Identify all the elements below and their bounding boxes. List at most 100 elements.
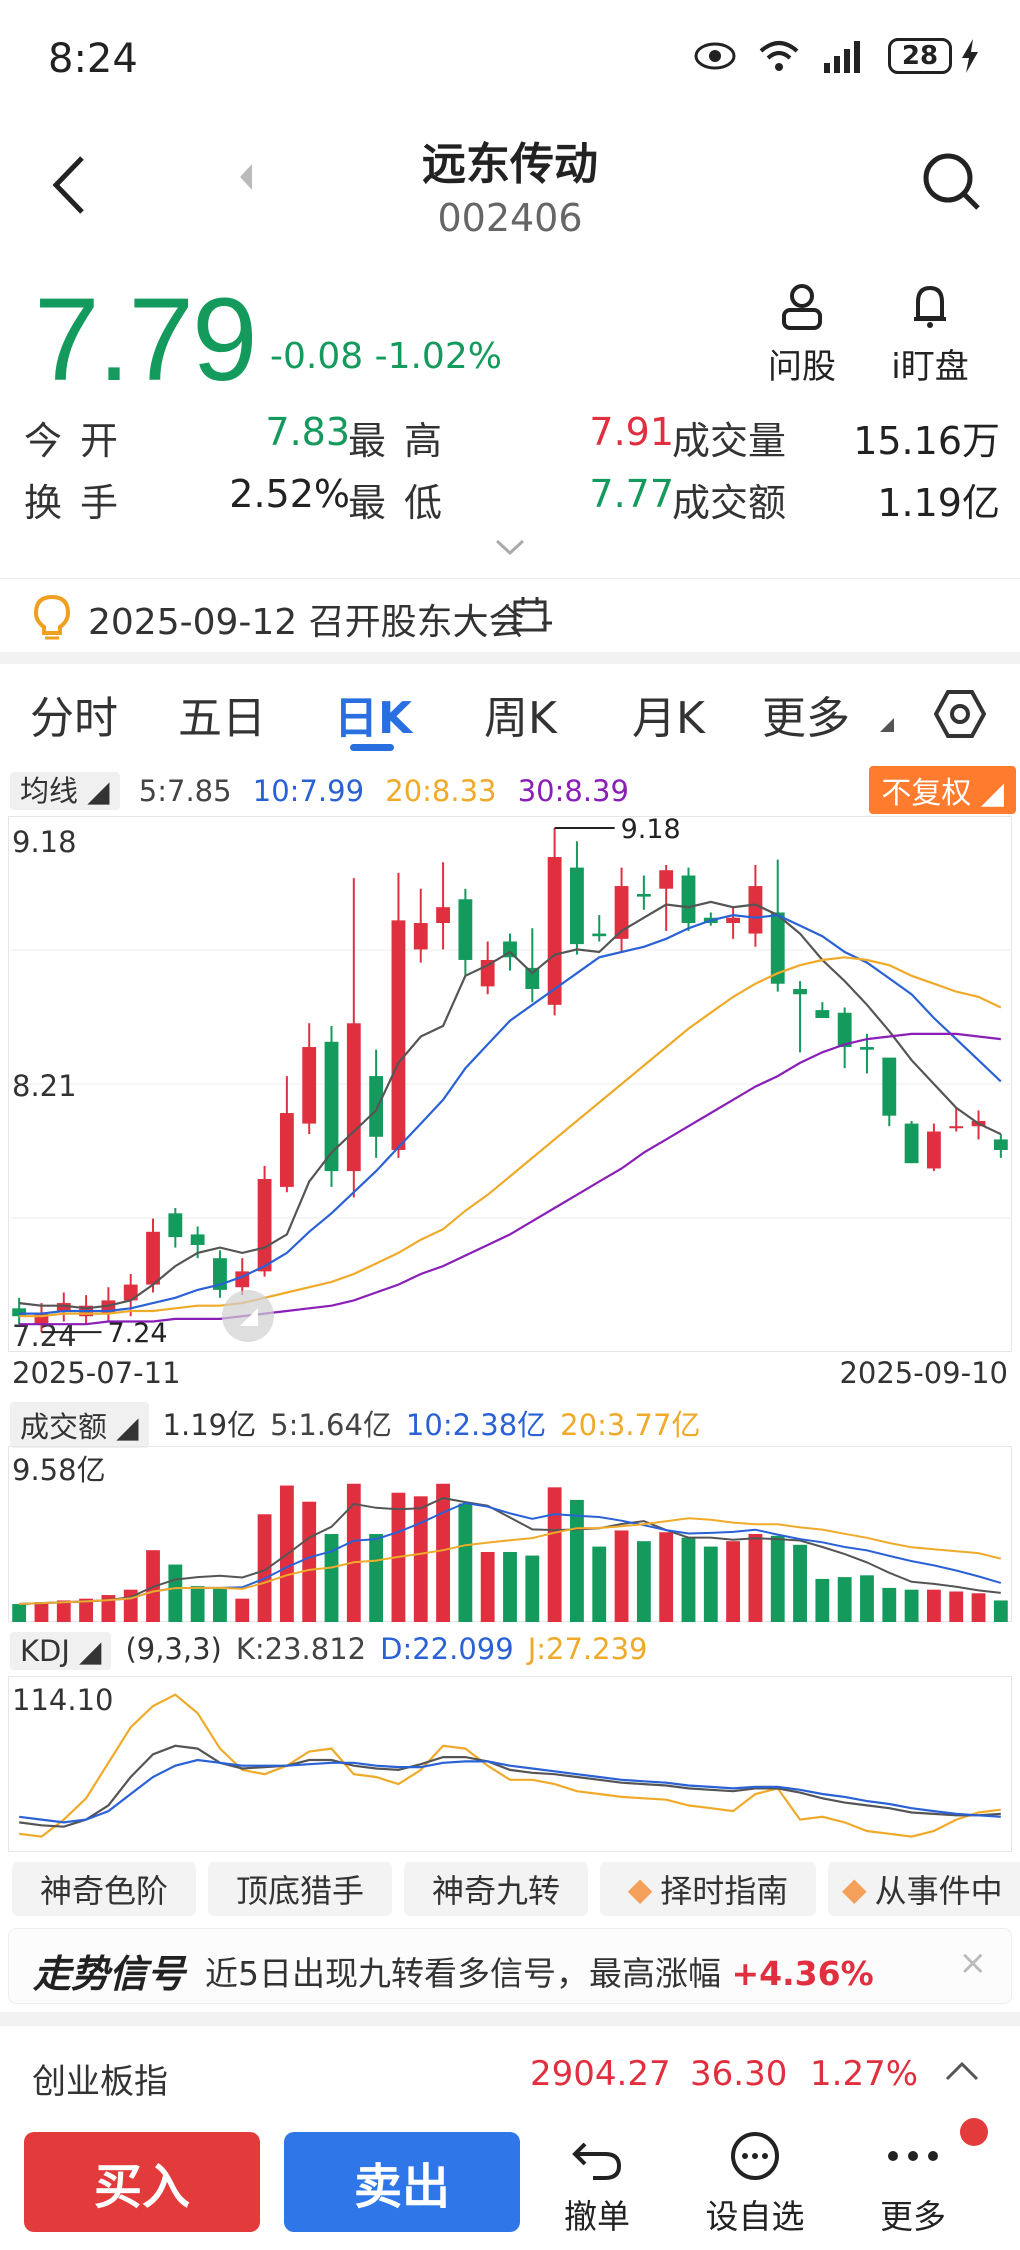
volume-current: 1.19亿 bbox=[162, 1408, 257, 1442]
candle bbox=[681, 867, 696, 931]
draw-tool-icon bbox=[222, 1290, 274, 1342]
signal-bar[interactable]: 走势信号 近5日出现九转看多信号，最高涨幅 +4.36% × bbox=[8, 1928, 1012, 2004]
kline-chart[interactable]: 9.188.217.249.187.24 bbox=[8, 816, 1012, 1352]
feature-nine-turn[interactable]: 神奇九转 bbox=[404, 1862, 588, 1916]
volume-ma5-line bbox=[19, 1497, 1001, 1605]
candle-body bbox=[547, 857, 562, 1005]
ask-stock-label: 问股 bbox=[768, 347, 836, 387]
candle-body bbox=[681, 875, 696, 924]
volume-chart[interactable]: 9.58亿 bbox=[8, 1446, 1012, 1622]
volume-bar bbox=[793, 1544, 807, 1622]
candle-body bbox=[324, 1041, 339, 1172]
tab-five-day[interactable]: 五日 bbox=[178, 693, 266, 744]
candle-body bbox=[949, 1126, 964, 1129]
volume-bar bbox=[324, 1534, 339, 1622]
feature-timing-guide[interactable]: ◆ 择时指南 bbox=[600, 1862, 816, 1916]
chevron-up-icon[interactable] bbox=[944, 2060, 980, 2082]
candle-body bbox=[123, 1284, 138, 1301]
volume-bar bbox=[860, 1575, 874, 1622]
volume-bar bbox=[726, 1541, 741, 1622]
index-value: 2904.27 bbox=[530, 2054, 671, 2094]
expand-chevron-icon[interactable] bbox=[494, 538, 526, 558]
tab-daily-k[interactable]: 日K bbox=[334, 693, 413, 744]
search-icon[interactable] bbox=[920, 150, 984, 214]
kdj-k-line bbox=[19, 1744, 1001, 1828]
volume-bar bbox=[770, 1535, 785, 1622]
watch-button[interactable]: i盯盘 bbox=[880, 282, 980, 388]
quote-row-1: 今开 7.83 最高 7.91 成交量 15.16万 bbox=[24, 410, 1000, 472]
feature-top-bottom[interactable]: 顶底猎手 bbox=[208, 1862, 392, 1916]
volume-bar bbox=[302, 1501, 317, 1622]
candle-body bbox=[793, 988, 807, 995]
bottom-toolbar: 买入 卖出 撤单 设自选 更多 bbox=[0, 2118, 1020, 2250]
open-label: 今开 bbox=[24, 419, 137, 463]
candle bbox=[659, 864, 674, 931]
candle-body bbox=[34, 1313, 49, 1325]
candle-body bbox=[369, 1076, 384, 1137]
tab-monthly-k[interactable]: 月K bbox=[632, 693, 705, 744]
candle-body bbox=[726, 917, 741, 924]
candle-body bbox=[146, 1231, 160, 1285]
candle-body bbox=[213, 1258, 227, 1290]
tab-intraday[interactable]: 分时 bbox=[30, 693, 118, 744]
volume-bar bbox=[904, 1589, 919, 1622]
lightbulb-icon bbox=[33, 594, 71, 640]
stock-code: 002406 bbox=[437, 196, 583, 240]
candle bbox=[56, 1292, 71, 1322]
candle bbox=[146, 1218, 160, 1293]
notice-bar[interactable]: 2025-09-12 召开股东大会 bbox=[0, 578, 1020, 650]
kdj-chart[interactable]: 114.10 bbox=[8, 1676, 1012, 1852]
kdj-legend: KDJ ◢ (9,3,3) K:23.812 D:22.099 J:27.239 bbox=[10, 1632, 648, 1670]
candle-body bbox=[904, 1123, 919, 1164]
more-label: 更多 bbox=[880, 2197, 946, 2236]
ma5-value: 5:7.85 bbox=[138, 774, 232, 808]
current-price: 7.79 bbox=[34, 274, 258, 406]
kdj-frame bbox=[8, 1676, 1012, 1852]
index-name: 创业板指 bbox=[32, 2062, 168, 2102]
candle-body bbox=[12, 1308, 27, 1317]
cancel-order-button[interactable]: 撤单 bbox=[554, 2130, 640, 2238]
candle bbox=[369, 1049, 384, 1158]
volume-bar bbox=[815, 1578, 830, 1622]
back-icon[interactable] bbox=[48, 154, 88, 216]
add-favorite-label: 设自选 bbox=[705, 2197, 805, 2236]
volume-bar bbox=[101, 1595, 116, 1622]
index-bar[interactable]: 创业板指 2904.27 36.30 1.27% bbox=[0, 2026, 1020, 2118]
candle bbox=[12, 1297, 27, 1325]
prev-stock-icon[interactable] bbox=[236, 162, 256, 192]
ma10-line bbox=[19, 913, 1002, 1315]
settings-hexagon-icon[interactable] bbox=[934, 688, 986, 740]
tab-weekly-k[interactable]: 周K bbox=[484, 693, 557, 744]
more-button[interactable]: 更多 bbox=[870, 2130, 956, 2238]
adjust-mode-button[interactable]: 不复权 ◢ bbox=[869, 766, 1016, 814]
ask-stock-button[interactable]: 问股 bbox=[758, 282, 846, 388]
sell-button[interactable]: 卖出 bbox=[284, 2132, 520, 2232]
eye-icon bbox=[694, 42, 736, 70]
ma-selector[interactable]: 均线 ◢ bbox=[10, 772, 120, 810]
high-value: 7.91 bbox=[589, 410, 674, 454]
kdj-j-line bbox=[19, 1693, 1001, 1838]
feature-label: 神奇九转 bbox=[431, 1872, 560, 1910]
tab-more[interactable]: 更多 bbox=[762, 693, 850, 744]
kdj-selector[interactable]: KDJ ◢ bbox=[10, 1632, 112, 1670]
close-icon[interactable]: × bbox=[958, 1943, 988, 1983]
nav-header: 远东传动 002406 bbox=[0, 118, 1020, 268]
candle-body bbox=[458, 899, 473, 960]
buy-button[interactable]: 买入 bbox=[24, 2132, 260, 2232]
draw-tool-glyph bbox=[240, 1308, 258, 1326]
candle bbox=[324, 1025, 339, 1187]
volume-bar bbox=[659, 1532, 674, 1622]
feature-from-events[interactable]: ◆ 从事件中 bbox=[828, 1862, 1020, 1916]
candle bbox=[436, 862, 450, 950]
period-tabs: 分时 五日 日K 周K 月K 更多 bbox=[0, 672, 1020, 772]
candle bbox=[726, 907, 741, 939]
add-favorite-button[interactable]: 设自选 bbox=[700, 2130, 810, 2238]
feature-color-scale[interactable]: 神奇色阶 bbox=[12, 1862, 196, 1916]
volume-bar bbox=[413, 1496, 428, 1622]
calendar-add-icon[interactable] bbox=[512, 595, 552, 635]
candle-body bbox=[257, 1179, 272, 1272]
start-date: 2025-07-11 bbox=[12, 1356, 181, 1390]
volume-bar bbox=[480, 1551, 495, 1622]
volume-selector[interactable]: 成交额 ◢ bbox=[10, 1402, 149, 1448]
volume-bar bbox=[346, 1483, 361, 1622]
